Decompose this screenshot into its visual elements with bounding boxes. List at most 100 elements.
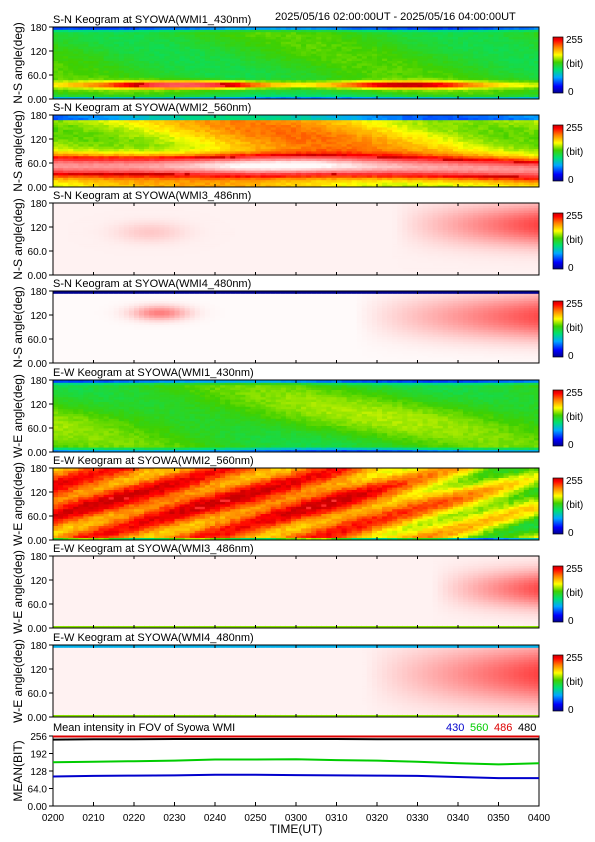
heat-cell xyxy=(159,146,165,149)
heat-cell xyxy=(209,65,216,69)
heat-cell xyxy=(432,31,439,35)
heat-cell xyxy=(73,60,79,64)
heat-cell xyxy=(296,46,302,49)
heat-cell xyxy=(159,148,165,152)
heat-cell xyxy=(63,48,69,52)
heat-cell xyxy=(118,31,125,35)
heat-cell xyxy=(437,75,444,78)
heat-cell xyxy=(209,43,216,47)
heat-cell xyxy=(184,53,191,57)
heat-cell xyxy=(73,127,79,130)
heat-cell xyxy=(265,84,272,88)
heat-cell xyxy=(220,151,226,154)
heat-cell xyxy=(498,34,504,37)
heat-cell xyxy=(366,143,373,147)
heat-cell xyxy=(280,51,287,54)
heat-cell xyxy=(204,41,211,45)
heat-cell xyxy=(73,87,79,90)
heat-cell xyxy=(118,70,125,73)
heat-cell xyxy=(174,53,180,57)
heat-cell xyxy=(382,184,388,188)
heat-cell xyxy=(270,48,277,52)
heat-cell xyxy=(270,58,277,61)
heat-cell xyxy=(144,65,150,69)
heat-cell xyxy=(128,143,135,147)
heat-cell xyxy=(199,65,206,69)
heat-cell xyxy=(58,124,64,128)
heat-cell xyxy=(53,127,59,130)
heat-cell xyxy=(154,36,160,40)
heat-cell xyxy=(296,60,302,64)
heat-cell xyxy=(63,55,69,59)
heat-cell xyxy=(199,182,206,185)
heat-cell xyxy=(285,48,292,52)
heat-cell xyxy=(108,139,115,142)
heat-cell xyxy=(154,79,160,83)
heat-cell xyxy=(164,141,170,145)
heat-cell xyxy=(341,182,348,185)
heat-cell xyxy=(235,141,241,145)
heat-cell xyxy=(159,131,165,135)
heat-cell xyxy=(392,153,398,157)
heat-cell xyxy=(128,34,135,37)
heat-cell xyxy=(290,127,297,130)
heat-cell xyxy=(392,34,398,37)
heat-cell xyxy=(280,184,287,188)
heat-cell xyxy=(169,94,175,97)
heat-cell xyxy=(113,170,120,173)
heat-cell xyxy=(144,175,150,178)
heat-cell xyxy=(118,27,125,30)
heat-cell xyxy=(452,27,459,30)
heat-cell xyxy=(351,175,358,178)
heat-cell xyxy=(194,160,201,164)
heat-cell xyxy=(128,63,135,66)
heat-cell xyxy=(422,34,429,37)
heat-cell xyxy=(306,115,312,118)
heat-cell xyxy=(204,175,211,178)
heat-cell xyxy=(93,141,99,145)
heat-cell xyxy=(523,55,530,59)
heat-cell xyxy=(204,153,211,157)
heat-cell xyxy=(53,136,59,140)
heat-cell xyxy=(78,143,84,147)
heat-cell xyxy=(68,39,74,42)
heat-cell xyxy=(513,46,520,49)
heat-cell xyxy=(215,53,221,57)
heat-cell xyxy=(346,34,353,37)
heat-cell xyxy=(225,96,231,100)
heat-cell xyxy=(179,75,186,78)
heat-cell xyxy=(184,170,191,173)
heat-cell xyxy=(473,27,479,30)
heat-cell xyxy=(220,148,226,152)
heat-cell xyxy=(296,55,302,59)
heat-cell xyxy=(265,175,272,178)
heat-cell xyxy=(93,131,99,135)
heat-cell xyxy=(503,60,510,64)
heat-cell xyxy=(518,51,525,54)
heat-cell xyxy=(73,115,79,118)
heat-cell xyxy=(382,177,388,181)
heat-cell xyxy=(382,182,388,185)
heat-cell xyxy=(118,163,125,166)
heat-cell xyxy=(366,63,373,66)
heat-cell xyxy=(204,87,211,90)
heat-cell xyxy=(382,36,388,40)
heat-cell xyxy=(154,89,160,93)
heat-cell xyxy=(351,41,358,45)
heat-cell xyxy=(382,172,388,176)
heat-cell xyxy=(83,146,89,149)
heat-cell xyxy=(316,127,322,130)
heat-cell xyxy=(144,153,150,157)
heat-cell xyxy=(316,84,322,88)
heat-cell xyxy=(513,43,520,47)
heat-cell xyxy=(387,167,393,171)
heat-cell xyxy=(306,65,312,69)
heat-cell xyxy=(316,70,322,73)
heat-cell xyxy=(73,72,79,76)
heat-cell xyxy=(63,177,69,181)
heat-cell xyxy=(402,179,408,183)
heat-cell xyxy=(68,96,74,100)
heat-cell xyxy=(478,96,484,100)
heat-cell xyxy=(290,117,297,121)
heat-cell xyxy=(215,122,221,125)
